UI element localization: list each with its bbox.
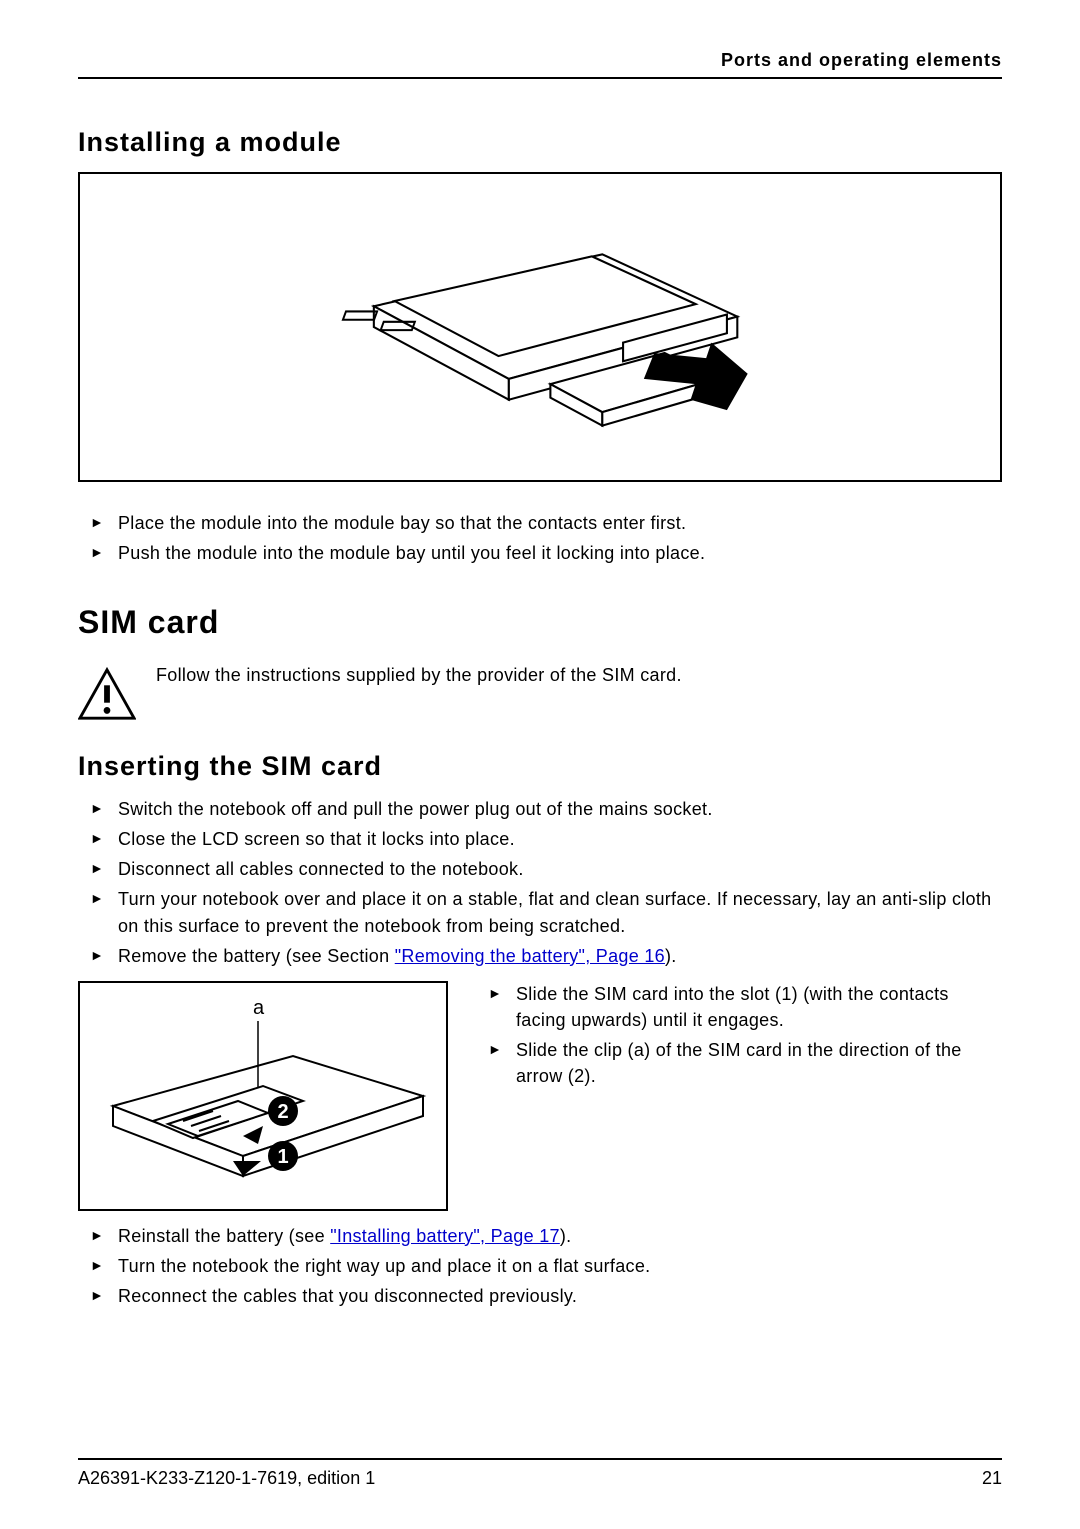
section-insert-sim-title: Inserting the SIM card	[78, 751, 1002, 782]
warning-icon	[78, 665, 136, 723]
step-item: Turn your notebook over and place it on …	[90, 886, 1002, 938]
chapter-title: Ports and operating elements	[721, 50, 1002, 71]
page: Ports and operating elements Installing …	[0, 0, 1080, 1529]
warning-block: Follow the instructions supplied by the …	[78, 661, 1002, 723]
step-item: Slide the SIM card into the slot (1) (wi…	[488, 981, 1002, 1033]
step-item-with-link: Reinstall the battery (see "Installing b…	[90, 1223, 1002, 1249]
svg-text:1: 1	[277, 1146, 288, 1168]
section-sim-card-title: SIM card	[78, 604, 1002, 641]
step-item: Close the LCD screen so that it locks in…	[90, 826, 1002, 852]
step-item: Turn the notebook the right way up and p…	[90, 1253, 1002, 1279]
step-item: Reconnect the cables that you disconnect…	[90, 1283, 1002, 1309]
warning-text: Follow the instructions supplied by the …	[156, 661, 682, 686]
figure-module-install	[78, 172, 1002, 482]
sim-figure-steps: Slide the SIM card into the slot (1) (wi…	[476, 981, 1002, 1093]
module-install-steps: Place the module into the module bay so …	[78, 510, 1002, 570]
sim-steps-a: Switch the notebook off and pull the pow…	[78, 796, 1002, 973]
figure-sim-insert: a 2 1	[78, 981, 448, 1211]
step-item: Switch the notebook off and pull the pow…	[90, 796, 1002, 822]
svg-text:2: 2	[277, 1101, 288, 1123]
step-item: Push the module into the module bay unti…	[90, 540, 1002, 566]
link-installing-battery[interactable]: "Installing battery", Page 17	[330, 1226, 560, 1246]
step-item: Place the module into the module bay so …	[90, 510, 1002, 536]
footer-docid: A26391-K233-Z120-1-7619, edition 1	[78, 1468, 375, 1489]
footer-pagenum: 21	[982, 1468, 1002, 1489]
sim-steps-b: Reinstall the battery (see "Installing b…	[78, 1223, 1002, 1313]
step-text-prefix: Remove the battery (see Section	[118, 946, 395, 966]
step-item: Disconnect all cables connected to the n…	[90, 856, 1002, 882]
badge-1: 1	[268, 1141, 298, 1171]
step-item-with-link: Remove the battery (see Section "Removin…	[90, 943, 1002, 969]
sim-figure-row: a 2 1 Slide the SIM card into the slot (…	[78, 981, 1002, 1211]
sim-steps-right: Slide the SIM card into the slot (1) (wi…	[476, 981, 1002, 1089]
module-install-illustration	[280, 192, 800, 462]
step-text-prefix: Reinstall the battery (see	[118, 1226, 330, 1246]
step-text-suffix: ).	[560, 1226, 572, 1246]
sim-insert-illustration: a 2 1	[83, 986, 443, 1206]
section-installing-module-title: Installing a module	[78, 127, 1002, 158]
label-a: a	[253, 997, 265, 1019]
step-text-suffix: ).	[665, 946, 677, 966]
page-footer: A26391-K233-Z120-1-7619, edition 1 21	[78, 1458, 1002, 1489]
page-header: Ports and operating elements	[78, 50, 1002, 79]
step-item: Slide the clip (a) of the SIM card in th…	[488, 1037, 1002, 1089]
link-removing-battery[interactable]: "Removing the battery", Page 16	[395, 946, 665, 966]
badge-2: 2	[268, 1096, 298, 1126]
